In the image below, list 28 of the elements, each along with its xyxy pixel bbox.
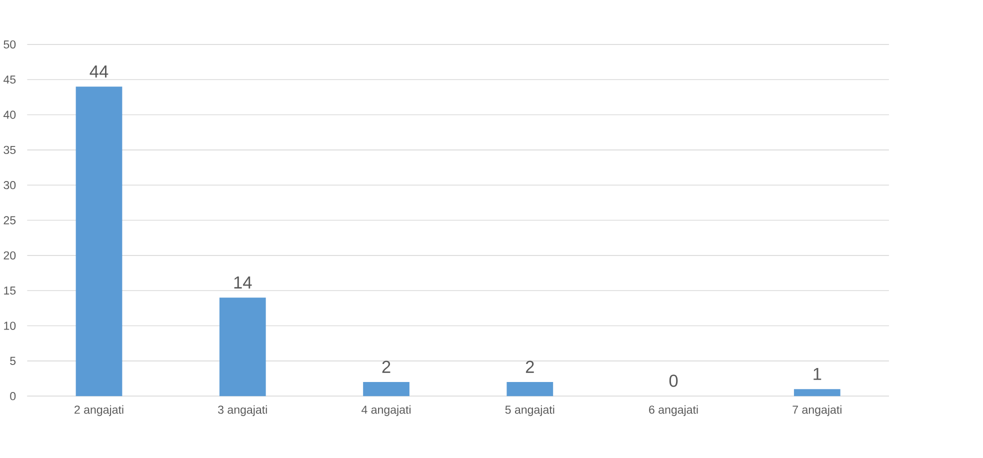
bar <box>506 382 554 396</box>
y-tick-label: 45 <box>3 76 16 84</box>
y-tick-label: 0 <box>10 392 16 400</box>
x-tick-label: 6 angajati <box>649 405 698 416</box>
y-tick-label: 50 <box>4 40 16 49</box>
x-tick-label: 5 angajati <box>505 405 554 416</box>
data-label: 1 <box>814 368 822 380</box>
bar <box>76 86 122 396</box>
y-tick-label: 20 <box>4 251 16 260</box>
data-label: 2 <box>526 360 534 373</box>
x-tick-label: 4 angajati <box>361 405 411 416</box>
y-tick-label: 30 <box>4 181 16 190</box>
y-tick-label: 35 <box>4 146 16 154</box>
y-tick-label: 5 <box>10 356 16 365</box>
y-tick-label: 25 <box>4 216 16 224</box>
y-tick-label: 15 <box>4 286 16 295</box>
y-tick-label: 10 <box>4 322 16 330</box>
data-label: 2 <box>382 360 390 373</box>
x-tick-label: 7 angajati <box>792 405 842 416</box>
bar <box>363 382 410 396</box>
data-label: 14 <box>234 276 252 288</box>
y-tick-label: 40 <box>3 110 16 119</box>
data-label: 0 <box>669 374 678 387</box>
x-tick-label: 2 angajati <box>74 405 124 416</box>
x-tick-label: 3 angajati <box>218 405 267 416</box>
data-label: 44 <box>90 66 108 78</box>
bar <box>794 389 840 396</box>
bar <box>219 298 266 396</box>
